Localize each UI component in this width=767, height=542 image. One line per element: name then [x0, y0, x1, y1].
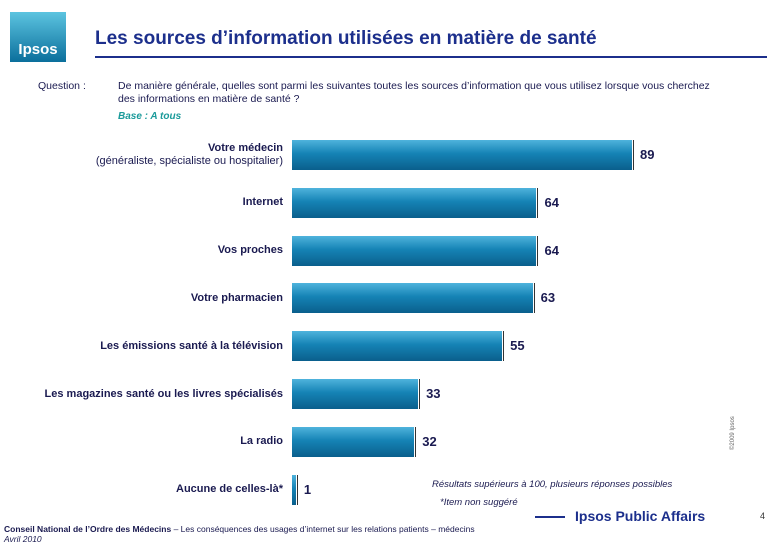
bar — [292, 379, 420, 409]
note: *Item non suggéré — [440, 497, 518, 508]
footer-source: Conseil National de l’Ordre des Médecins… — [4, 524, 475, 534]
category-name: Internet — [242, 196, 283, 209]
bar — [292, 426, 416, 457]
value-label: 32 — [422, 433, 437, 449]
brand: Ipsos Public Affairs — [575, 508, 706, 524]
category-label: La radio — [40, 420, 283, 464]
value-label: 33 — [426, 386, 441, 401]
category-label: Les magazines santé ou les livres spécia… — [40, 372, 283, 416]
value-label: 1 — [303, 481, 312, 497]
category-name: Vos proches — [217, 244, 283, 257]
footer-subject: – Les conséquences des usages d’internet… — [171, 524, 475, 534]
question-text: De manière générale, quelles sont parmi … — [118, 80, 710, 105]
title: Les sources d’information utilisées en m… — [95, 28, 597, 49]
category-label: Internet — [40, 181, 283, 225]
category-note: (généraliste, spécialiste ou hospitalier… — [95, 155, 283, 167]
bar — [292, 140, 633, 170]
bar — [292, 474, 297, 505]
category-name: Aucune de celles-là* — [176, 483, 283, 496]
value-label: 64 — [544, 242, 559, 258]
category-name: Les magazines santé ou les livres spécia… — [44, 387, 283, 400]
question-label: Question : — [38, 80, 86, 92]
category-label: Votre médecin (généraliste, spécialiste o… — [40, 133, 283, 177]
category-label: Aucune de celles-là* — [40, 468, 283, 512]
copyright: ©2009 Ipsos — [730, 416, 736, 450]
bar — [292, 283, 534, 314]
logo: Ipsos — [10, 12, 66, 62]
title-rule — [95, 56, 767, 58]
value-label: 63 — [540, 290, 556, 306]
page-number: 4 — [760, 511, 766, 521]
value-label: 64 — [544, 194, 559, 210]
logo-text: Ipsos — [18, 41, 58, 58]
base: Base : A tous — [118, 111, 182, 122]
footer-date: Avril 2010 — [4, 534, 42, 542]
bar — [292, 235, 538, 266]
category-name: Votre pharmacien — [190, 291, 283, 304]
category-label: Les émissions santé à la télévision — [40, 324, 283, 368]
category-label: Votre pharmacien — [40, 276, 283, 320]
category-label: Vos proches — [40, 229, 283, 273]
bar — [292, 331, 504, 362]
category-name: Les émissions santé à la télévision — [100, 339, 283, 352]
value-label: 89 — [640, 147, 655, 162]
bar — [292, 187, 538, 218]
value-label: 55 — [510, 338, 525, 354]
note: Résultats supérieurs à 100, plusieurs ré… — [432, 479, 673, 490]
footer-client: Conseil National de l’Ordre des Médecins — [4, 524, 172, 534]
category-name: La radio — [240, 435, 283, 448]
category-name: Votre médecin — [208, 142, 283, 154]
footer-rule — [535, 516, 565, 518]
